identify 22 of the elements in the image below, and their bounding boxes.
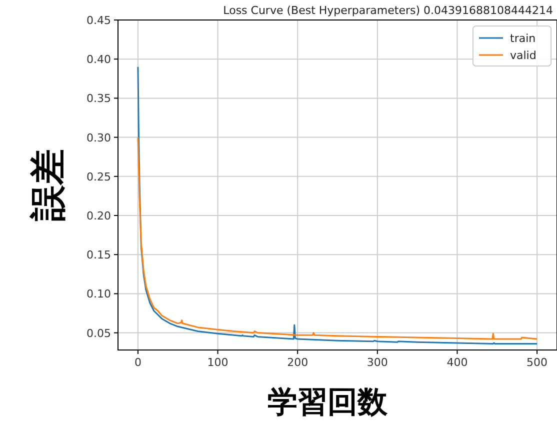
x-tick-label: 500 — [526, 356, 548, 369]
x-tick-label: 200 — [287, 356, 308, 369]
y-tick-label: 0.15 — [86, 248, 111, 262]
chart-title: Loss Curve (Best Hyperparameters) 0.04391688108444214 — [223, 4, 553, 17]
line-series — [137, 66, 538, 344]
y-axis-title: 誤差 — [28, 149, 69, 222]
x-axis-title: 学習回数 — [268, 385, 388, 420]
y-tick-label: 0.25 — [86, 170, 111, 184]
y-tick-label: 0.05 — [86, 326, 111, 340]
x-tick-label: 100 — [207, 356, 228, 369]
y-tick-label: 0.40 — [86, 53, 111, 66]
y-tick-label: 0.20 — [86, 210, 111, 222]
y-tick-label: 0.35 — [86, 92, 111, 106]
legend-label: train — [510, 32, 536, 45]
y-tick-label: 0.30 — [86, 131, 111, 144]
y-tick-label: 0.45 — [86, 14, 111, 27]
x-tick-label: 0 — [134, 356, 142, 369]
x-tick-label: 300 — [366, 356, 388, 369]
legend-label: valid — [510, 49, 536, 62]
x-tick-label: 400 — [446, 356, 468, 369]
y-tick-label: 0.10 — [86, 288, 111, 301]
line-series — [137, 136, 538, 340]
